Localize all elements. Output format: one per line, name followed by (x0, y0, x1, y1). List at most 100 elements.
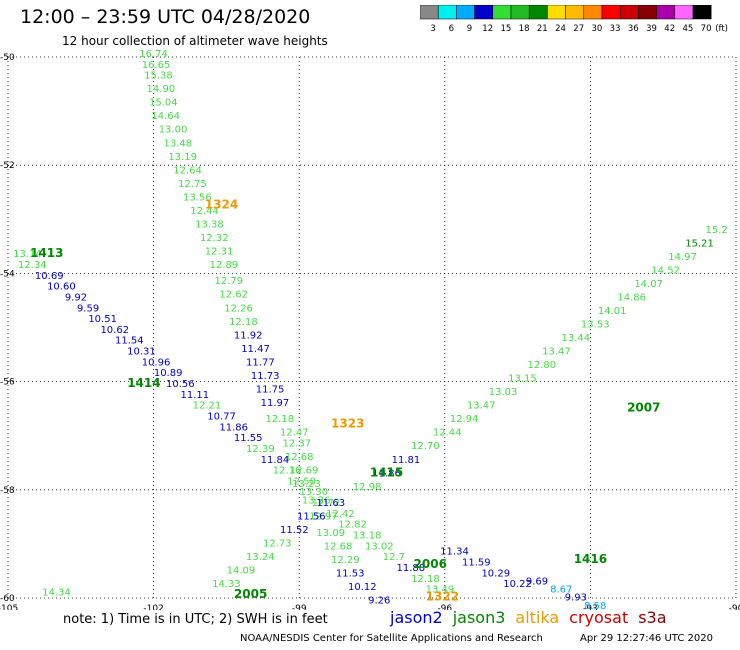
wave-height-point: 12.44 (190, 206, 219, 217)
wave-height-point: 11.88 (397, 563, 426, 574)
wave-height-point: 13.47 (542, 347, 571, 358)
wave-height-point: 10.96 (142, 357, 171, 368)
wave-height-point: 12.98 (353, 482, 382, 493)
wave-height-point: 12.82 (338, 520, 367, 531)
wave-height-point: 13.47 (467, 401, 496, 412)
wave-height-point: 12.64 (173, 165, 202, 176)
pass-number-label: 1322 (426, 590, 459, 604)
wave-height-point: 12.94 (450, 414, 479, 425)
y-tick-label: -52 (0, 161, 15, 171)
x-tick-label: -105 (0, 604, 18, 610)
wave-height-point: 12.39 (246, 444, 275, 455)
wave-height-point: 11.97 (261, 398, 290, 409)
wave-height-point: 12.32 (200, 233, 229, 244)
colorbar-label: 42 (664, 24, 675, 34)
wave-height-point: 12.7 (383, 552, 405, 563)
satellite-legend-cryosat: cryosat (569, 608, 629, 627)
wave-height-point: 12.97 (309, 512, 338, 523)
satellite-legend: jason2 jason3 altika cryosat s3a (390, 608, 677, 627)
y-tick-label: -60 (0, 594, 15, 604)
wave-height-point: 13.44 (562, 333, 591, 344)
pass-number-label: 1413 (30, 246, 63, 260)
wave-height-point: 13.56 (183, 192, 212, 203)
pass-number-label: 1324 (205, 197, 238, 211)
x-tick-label: -99 (292, 604, 307, 610)
wave-height-point: 12.70 (411, 441, 440, 452)
pass-number-label: 2005 (234, 587, 267, 601)
wave-height-point: 13.24 (246, 552, 275, 563)
wave-height-point: 15.04 (149, 98, 178, 109)
wave-height-point: 13.09 (316, 528, 345, 539)
wave-height-point: 10.69 (35, 271, 64, 282)
wave-height-point: 12.89 (210, 260, 239, 271)
wave-height-point: 13.30 (299, 487, 328, 498)
pass-number-label: 2007 (627, 400, 660, 414)
colorbar-label: 45 (682, 24, 693, 34)
x-tick-label: -102 (143, 604, 163, 610)
colorbar-label: 33 (610, 24, 621, 34)
pass-number-label: 1416 (574, 552, 607, 566)
y-tick-label: -56 (0, 378, 15, 388)
wave-height-point: 11.75 (256, 384, 285, 395)
colorbar-label: 70 (701, 24, 712, 34)
colorbar-label: 9 (467, 24, 472, 34)
wave-height-point: 16.65 (142, 60, 171, 71)
wave-height-point: 14.01 (598, 306, 627, 317)
wave-height-point: 10.56 (166, 379, 195, 390)
wave-height-point: 13.53 (581, 320, 610, 331)
wave-height-point: 16.74 (139, 49, 168, 60)
wave-height-point: 12.68 (285, 452, 314, 463)
wave-height-point: 12.73 (263, 539, 292, 550)
wave-height-point: 13.15 (508, 374, 537, 385)
wave-height-point: 11.86 (372, 468, 401, 479)
wave-height-point: 12.18 (265, 414, 294, 425)
wave-height-point: 14.86 (617, 292, 646, 303)
satellite-legend-s3a: s3a (638, 608, 667, 627)
colorbar-label: 36 (628, 24, 639, 34)
wave-height-point: 12.34 (18, 260, 47, 271)
colorbar-label: 30 (591, 24, 602, 34)
wave-height-point: 8.67 (550, 585, 572, 596)
colorbar-label: 24 (555, 24, 566, 34)
wave-height-point: 12.69 (290, 466, 319, 477)
wave-height-point: 12.68 (324, 541, 353, 552)
wave-height-point: 11.52 (280, 525, 309, 536)
colorbar-label: 21 (537, 24, 548, 34)
wave-height-point: 9.26 (368, 595, 390, 606)
page-subtitle: 12 hour collection of altimeter wave hei… (62, 34, 328, 48)
wave-height-point: 14.33 (212, 579, 241, 590)
wave-height-point: 14.97 (668, 252, 697, 263)
wave-height-point: 14.09 (227, 566, 256, 577)
pass-number-label: 1323 (331, 417, 364, 431)
pass-number-label: 2006 (414, 557, 447, 571)
wave-height-point: 12.75 (178, 179, 207, 190)
wave-height-point: 10.62 (100, 325, 129, 336)
wave-height-point: 11.34 (440, 547, 469, 558)
wave-height-point: 12.18 (229, 317, 258, 328)
wave-height-point: 12.29 (331, 555, 360, 566)
wave-height-point: 12.50 (287, 476, 316, 487)
wave-height-point: 13.14 (13, 249, 42, 260)
wave-height-point: 9.69 (526, 576, 548, 587)
colorbar-label: 15 (500, 24, 511, 34)
wave-height-point: 13.48 (164, 138, 193, 149)
wave-height-point: 13.03 (489, 387, 518, 398)
colorbar-label: 27 (573, 24, 584, 34)
wave-height-point: 11.63 (316, 498, 345, 509)
wave-height-point: 12.62 (219, 290, 248, 301)
wave-height-point: 11.56 (297, 512, 326, 523)
wave-height-point: 12.79 (215, 276, 244, 287)
wave-height-point: 11.54 (115, 336, 144, 347)
satellite-legend-jason2: jason2 (390, 608, 443, 627)
wave-height-point: 13.18 (353, 530, 382, 541)
y-tick-label: -54 (0, 269, 15, 279)
wave-height-point: 9.92 (65, 292, 87, 303)
wave-height-point: 8.58 (584, 601, 606, 610)
y-tick-label: -50 (0, 53, 15, 63)
x-tick-label: -93 (583, 604, 598, 610)
x-tick-label: -96 (437, 604, 452, 610)
colorbar-label: 18 (519, 24, 530, 34)
wave-height-point: 13.23 (292, 479, 321, 490)
wave-height-point: 10.77 (207, 411, 236, 422)
wave-height-point: 12.21 (193, 401, 222, 412)
